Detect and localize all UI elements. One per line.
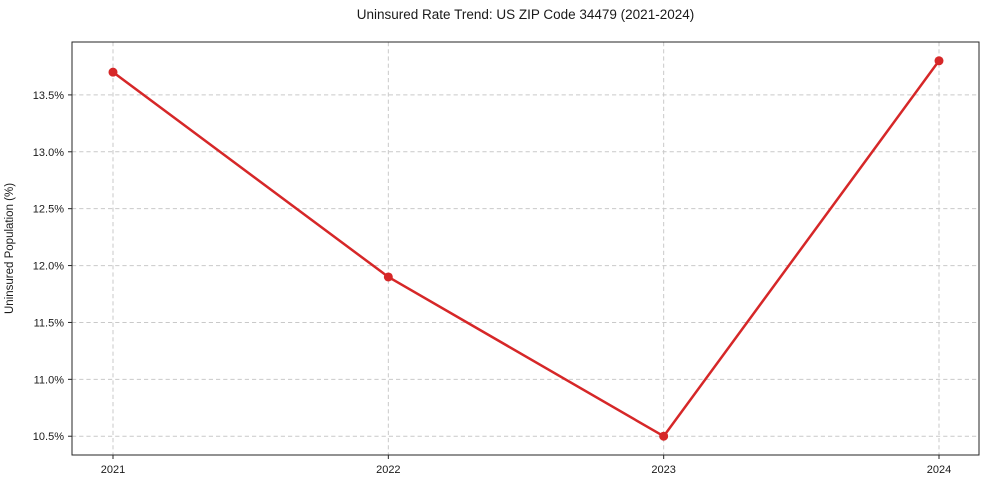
y-tick-label: 12.0% [33, 261, 64, 273]
data-point-2024 [934, 56, 944, 66]
y-tick-label: 10.5% [33, 431, 64, 443]
data-point-2021 [108, 67, 118, 77]
y-tick-label: 13.0% [33, 147, 64, 159]
y-tick-label: 11.0% [34, 374, 65, 386]
y-tick-label: 12.5% [33, 204, 64, 216]
data-point-2023 [659, 431, 669, 441]
y-tick-label: 13.5% [33, 90, 64, 102]
x-tick-label: 2024 [927, 464, 951, 476]
y-tick-label: 11.5% [34, 317, 65, 329]
trend-line [111, 59, 941, 438]
data-point-2022 [383, 272, 393, 282]
x-tick-label: 2023 [651, 464, 675, 476]
x-tick-label: 2022 [376, 464, 400, 476]
x-tick-label: 2021 [101, 464, 125, 476]
plot-border [71, 41, 980, 456]
chart-title: Uninsured Rate Trend: US ZIP Code 34479 … [356, 7, 695, 22]
